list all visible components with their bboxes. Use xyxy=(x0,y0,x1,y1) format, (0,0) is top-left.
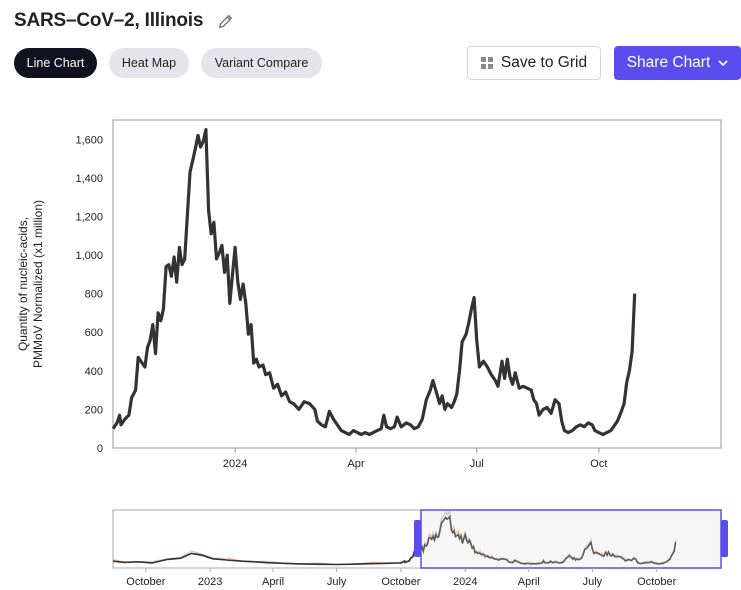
y-tick-label: 1,200 xyxy=(75,211,103,223)
navigator-tick-label: July xyxy=(327,576,347,588)
x-tick-label: 2024 xyxy=(223,458,247,470)
tab-variant-compare[interactable]: Variant Compare xyxy=(201,48,322,78)
main-chart: 0 200 400 600 800 1,000 1,200 1,400 1,600 2024 Ap… xyxy=(16,119,722,470)
x-tick-label: Jul xyxy=(470,458,484,470)
y-tick-label: 1,600 xyxy=(75,134,103,146)
tab-variant-compare-label: Variant Compare xyxy=(214,56,309,70)
navigator-tick-label: 2024 xyxy=(453,576,477,588)
y-tick-label: 400 xyxy=(85,366,103,378)
navigator[interactable]: October 2023 April July October 2024 April July… xyxy=(0,500,741,590)
pencil-icon[interactable] xyxy=(217,12,235,30)
navigator-tick-label: October xyxy=(637,576,676,588)
tab-heat-map[interactable]: Heat Map xyxy=(109,48,189,78)
x-tick-label: Apr xyxy=(347,458,364,470)
y-tick-label: 200 xyxy=(85,404,103,416)
share-chart-button[interactable]: Share Chart xyxy=(614,46,741,80)
tab-heat-map-label: Heat Map xyxy=(121,56,177,70)
y-axis-label-line1: Quantity of nucleic-acids, xyxy=(16,217,30,351)
navigator-tick-label: October xyxy=(126,576,165,588)
navigator-handle-right[interactable] xyxy=(721,520,728,557)
navigator-tick-label: October xyxy=(381,576,420,588)
series-line[interactable] xyxy=(111,128,637,437)
page-title: SARS–CoV–2, Illinois xyxy=(14,10,204,31)
tab-line-chart-label: Line Chart xyxy=(26,56,85,70)
grid-icon xyxy=(480,57,493,69)
save-to-grid-button[interactable]: Save to Grid xyxy=(467,46,601,80)
chevron-down-icon xyxy=(718,59,728,66)
navigator-handle-left[interactable] xyxy=(414,520,421,557)
navigator-tick-label: July xyxy=(583,576,603,588)
tab-line-chart[interactable]: Line Chart xyxy=(14,48,97,78)
navigator-x-axis-labels: October 2023 April July October 2024 April July… xyxy=(126,568,677,588)
save-to-grid-label: Save to Grid xyxy=(500,54,588,71)
y-tick-label: 0 xyxy=(97,443,103,455)
navigator-tick-label: 2023 xyxy=(198,576,222,588)
share-chart-label: Share Chart xyxy=(626,54,711,71)
x-axis-labels: 2024 Apr Jul Oct xyxy=(223,448,607,470)
title-row: SARS–CoV–2, Illinois xyxy=(14,10,235,32)
y-tick-label: 1,400 xyxy=(75,173,103,185)
y-axis-labels: 0 200 400 600 800 1,000 1,200 1,400 1,600 xyxy=(75,134,103,455)
y-tick-label: 600 xyxy=(85,327,103,339)
y-tick-label: 800 xyxy=(85,289,103,301)
navigator-selection[interactable] xyxy=(420,509,722,569)
navigator-tick-label: April xyxy=(518,576,540,588)
y-tick-label: 1,000 xyxy=(75,250,103,262)
y-axis-label-line2: PMMoV Normalized (x1 million) xyxy=(31,200,45,368)
plot-area xyxy=(112,119,722,449)
navigator-tick-label: April xyxy=(262,576,284,588)
x-tick-label: Oct xyxy=(590,458,607,470)
